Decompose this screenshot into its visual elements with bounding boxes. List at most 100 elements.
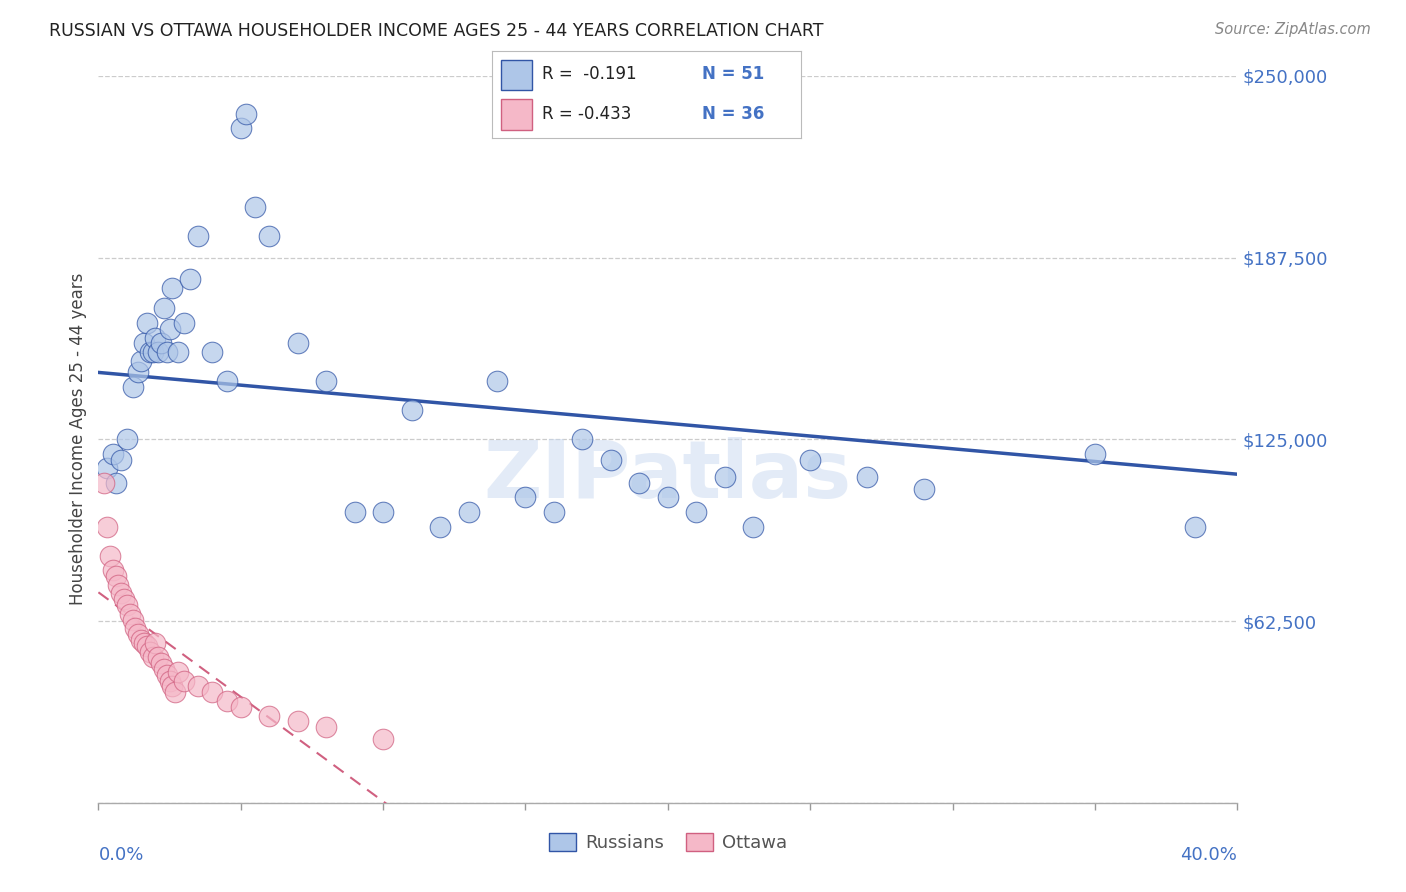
Text: N = 36: N = 36: [703, 104, 765, 123]
Point: [121, 613, 143, 627]
Point: [571, 432, 593, 446]
Point: [153, 662, 176, 676]
Point: [201, 685, 224, 699]
Point: [657, 491, 679, 505]
Point: [115, 598, 138, 612]
Point: [159, 322, 181, 336]
Point: [856, 470, 879, 484]
Point: [229, 699, 252, 714]
Text: Source: ZipAtlas.com: Source: ZipAtlas.com: [1215, 22, 1371, 37]
Point: [742, 519, 765, 533]
Point: [235, 106, 257, 120]
Point: [98, 549, 121, 563]
Point: [799, 452, 821, 467]
Legend: Russians, Ottawa: Russians, Ottawa: [541, 825, 794, 859]
Point: [150, 336, 173, 351]
Point: [685, 505, 707, 519]
Point: [287, 714, 309, 729]
Point: [215, 374, 238, 388]
Point: [162, 680, 184, 694]
Point: [1184, 519, 1206, 533]
Point: [104, 475, 127, 490]
Point: [714, 470, 737, 484]
Text: 40.0%: 40.0%: [1181, 847, 1237, 864]
Point: [401, 403, 423, 417]
Text: RUSSIAN VS OTTAWA HOUSEHOLDER INCOME AGES 25 - 44 YEARS CORRELATION CHART: RUSSIAN VS OTTAWA HOUSEHOLDER INCOME AGE…: [49, 22, 824, 40]
Point: [165, 685, 187, 699]
Text: R =  -0.191: R = -0.191: [541, 65, 637, 83]
Point: [132, 636, 155, 650]
Point: [110, 452, 132, 467]
Point: [148, 650, 170, 665]
Point: [167, 665, 190, 679]
Point: [173, 316, 195, 330]
Point: [628, 475, 651, 490]
Point: [371, 731, 394, 746]
Point: [124, 621, 146, 635]
Point: [135, 316, 157, 330]
Point: [135, 639, 157, 653]
Y-axis label: Householder Income Ages 25 - 44 years: Householder Income Ages 25 - 44 years: [69, 273, 87, 606]
Point: [259, 228, 281, 243]
Point: [229, 121, 252, 136]
Point: [148, 345, 170, 359]
Point: [486, 374, 509, 388]
Point: [141, 345, 163, 359]
Point: [1084, 447, 1107, 461]
Point: [93, 475, 115, 490]
Point: [315, 374, 337, 388]
Point: [101, 447, 124, 461]
Point: [371, 505, 394, 519]
Point: [145, 330, 167, 344]
Text: ZIPatlas: ZIPatlas: [484, 437, 852, 515]
FancyBboxPatch shape: [502, 99, 533, 129]
Point: [118, 607, 141, 621]
Point: [156, 345, 179, 359]
Point: [287, 336, 309, 351]
Point: [179, 272, 201, 286]
Point: [107, 578, 129, 592]
Point: [543, 505, 565, 519]
Point: [96, 519, 118, 533]
Point: [201, 345, 224, 359]
Point: [104, 569, 127, 583]
Point: [138, 345, 160, 359]
Text: N = 51: N = 51: [703, 65, 765, 83]
Point: [112, 592, 135, 607]
Point: [153, 301, 176, 316]
Point: [343, 505, 366, 519]
Point: [159, 673, 181, 688]
Point: [138, 644, 160, 658]
Point: [187, 680, 209, 694]
Point: [127, 366, 149, 380]
Point: [215, 694, 238, 708]
Point: [110, 586, 132, 600]
FancyBboxPatch shape: [502, 60, 533, 90]
Point: [515, 491, 537, 505]
Point: [187, 228, 209, 243]
Point: [121, 380, 143, 394]
Point: [315, 720, 337, 734]
Point: [259, 708, 281, 723]
Text: R = -0.433: R = -0.433: [541, 104, 631, 123]
Point: [129, 353, 152, 368]
Point: [173, 673, 195, 688]
Point: [600, 452, 623, 467]
Text: 0.0%: 0.0%: [98, 847, 143, 864]
Point: [243, 200, 266, 214]
Point: [145, 636, 167, 650]
Point: [101, 563, 124, 577]
Point: [115, 432, 138, 446]
Point: [129, 632, 152, 647]
Point: [141, 650, 163, 665]
Point: [127, 627, 149, 641]
Point: [150, 657, 173, 671]
Point: [429, 519, 451, 533]
Point: [162, 281, 184, 295]
Point: [167, 345, 190, 359]
Point: [132, 336, 155, 351]
Point: [156, 668, 179, 682]
Point: [457, 505, 479, 519]
Point: [96, 461, 118, 475]
Point: [912, 482, 935, 496]
